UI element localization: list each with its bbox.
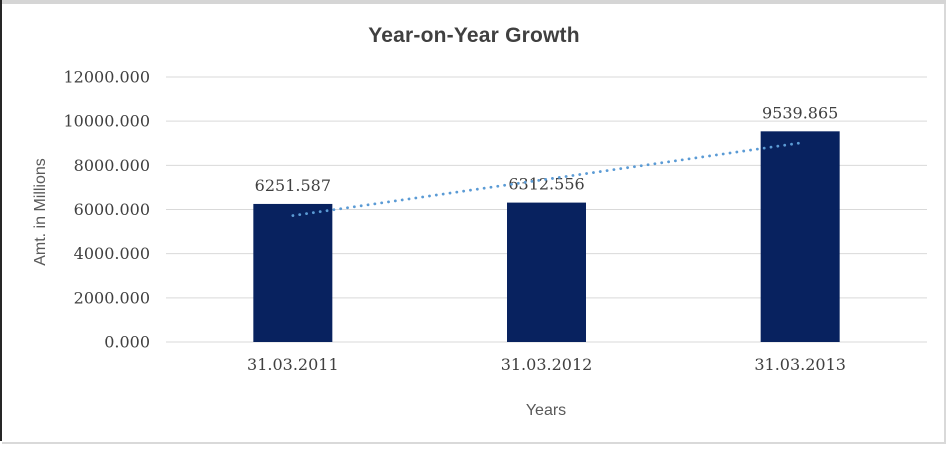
- y-tick-label: 8000.000: [74, 156, 150, 175]
- bar: [507, 202, 586, 342]
- y-tick-label: 12000.000: [63, 68, 150, 87]
- bar-value-label: 6251.587: [255, 176, 331, 195]
- bar-value-label: 6312.556: [508, 175, 584, 194]
- bar: [253, 203, 333, 342]
- frame-border-top: [0, 0, 946, 4]
- x-category-label: 31.03.2011: [247, 355, 339, 374]
- x-category-label: 31.03.2013: [754, 355, 846, 374]
- x-category-label: 31.03.2012: [501, 355, 593, 374]
- y-tick-label: 10000.000: [63, 112, 150, 131]
- y-tick-label: 0.000: [104, 333, 150, 352]
- y-tick-label: 6000.000: [74, 200, 150, 219]
- y-tick-label: 2000.000: [74, 288, 150, 307]
- frame-border-left: [0, 0, 2, 441]
- bar-value-label: 9539.865: [762, 103, 838, 122]
- x-axis-title: Years: [525, 402, 567, 419]
- frame-border-right: [944, 4, 946, 444]
- chart-title: Year-on-Year Growth: [368, 24, 580, 47]
- frame-border-bottom: [2, 442, 946, 444]
- y-tick-label: 4000.000: [74, 244, 150, 263]
- bar: [760, 131, 840, 342]
- trendline: [291, 141, 802, 217]
